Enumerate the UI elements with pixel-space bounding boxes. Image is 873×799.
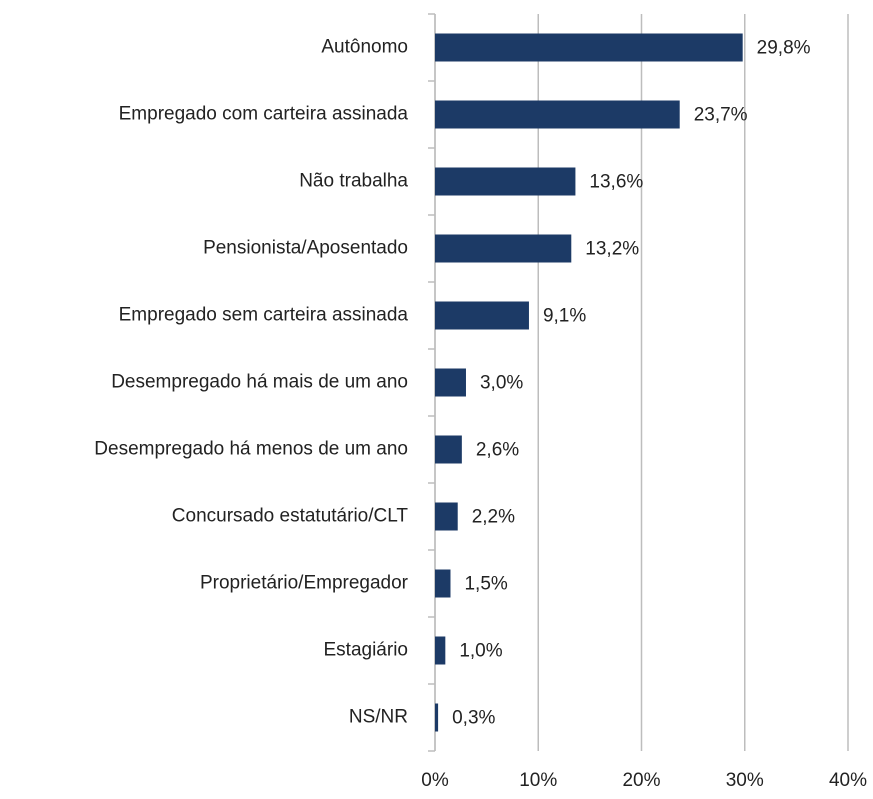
bar <box>435 502 458 531</box>
data-label: 0,3% <box>452 708 495 729</box>
bar <box>435 636 446 665</box>
data-label: 13,2% <box>585 239 639 260</box>
bar <box>435 33 743 62</box>
y-tick-label: Empregado com carteira assinada <box>119 104 409 125</box>
y-tick-label: NS/NR <box>349 707 408 728</box>
y-tick-label: Não trabalha <box>299 171 408 192</box>
bar <box>435 234 572 263</box>
y-tick-label: Autônomo <box>321 37 408 58</box>
y-tick-label: Pensionista/Aposentado <box>203 238 408 259</box>
data-label: 9,1% <box>543 306 586 327</box>
y-tick-label: Desempregado há menos de um ano <box>94 439 408 460</box>
y-tick-label: Proprietário/Empregador <box>200 573 409 594</box>
data-label: 2,2% <box>472 507 515 528</box>
x-tick-label: 20% <box>622 770 660 791</box>
bar <box>435 100 680 129</box>
x-tick-label: 30% <box>726 770 764 791</box>
x-tick-label: 40% <box>829 770 867 791</box>
data-label: 23,7% <box>694 105 748 126</box>
data-label: 2,6% <box>476 440 519 461</box>
x-tick-label: 10% <box>519 770 557 791</box>
data-label: 13,6% <box>589 172 643 193</box>
bar <box>435 167 576 196</box>
y-tick-label: Desempregado há mais de um ano <box>111 372 408 393</box>
data-label: 1,0% <box>459 641 502 662</box>
y-tick-label: Empregado sem carteira assinada <box>119 305 409 326</box>
y-tick-label: Estagiário <box>324 640 409 661</box>
y-tick-label: Concursado estatutário/CLT <box>172 506 409 527</box>
data-label: 29,8% <box>757 38 811 59</box>
bar <box>435 301 529 330</box>
x-tick-label: 0% <box>421 770 449 791</box>
bar <box>435 703 439 732</box>
data-label: 1,5% <box>464 574 507 595</box>
bar <box>435 435 462 464</box>
data-label: 3,0% <box>480 373 523 394</box>
bar <box>435 368 466 397</box>
bar <box>435 569 451 598</box>
